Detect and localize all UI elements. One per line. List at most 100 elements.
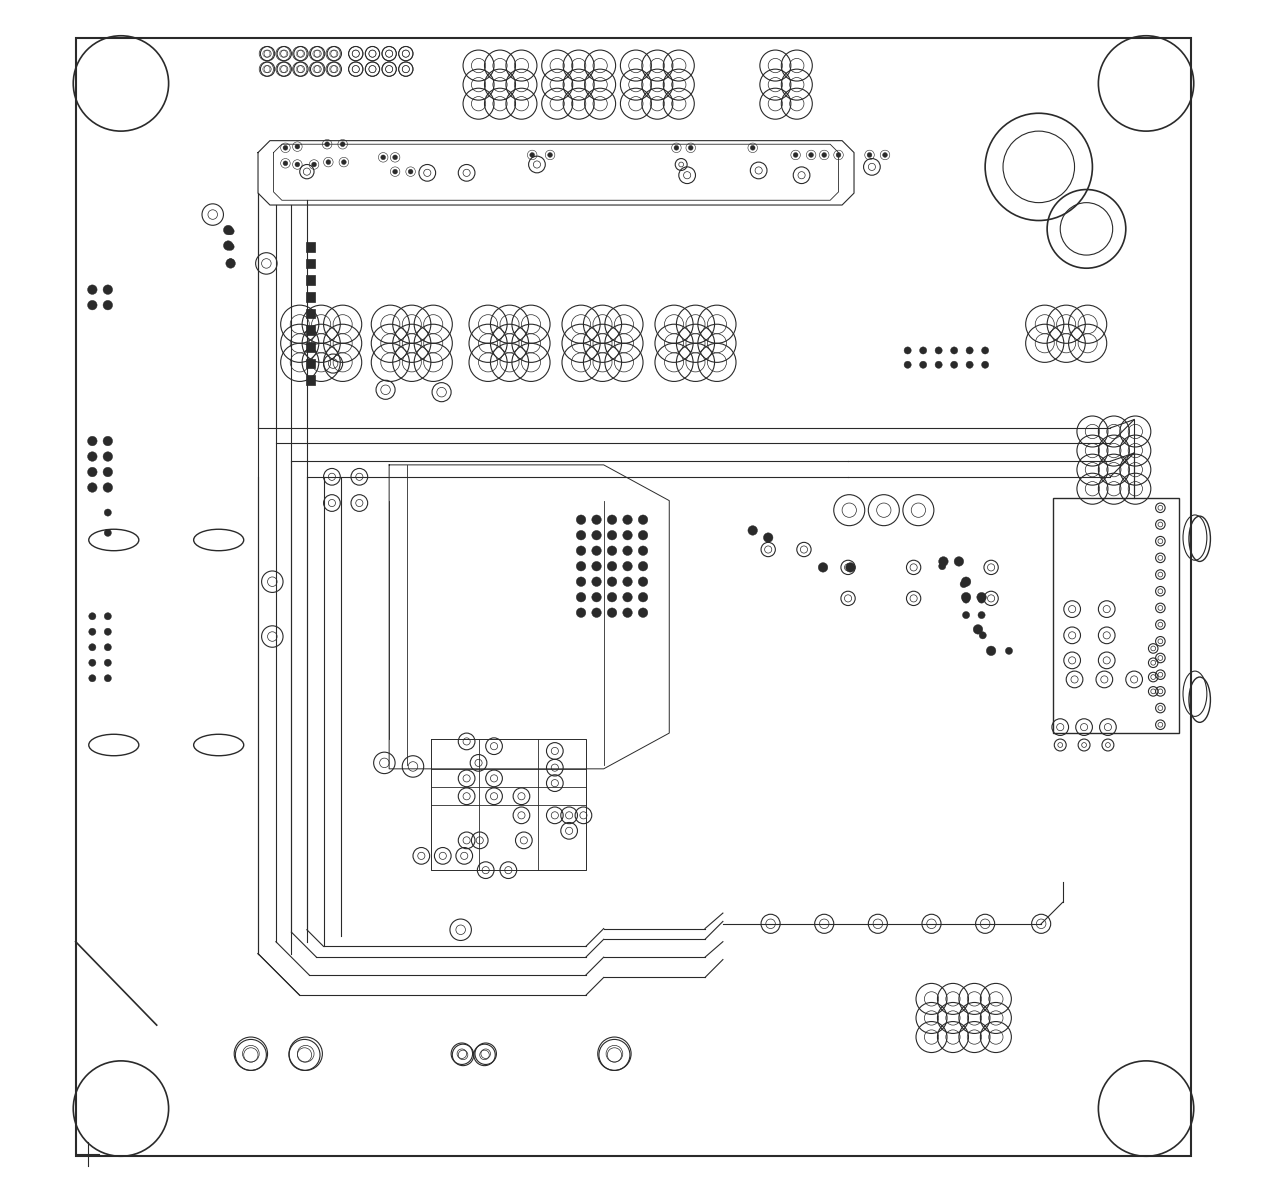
Circle shape xyxy=(688,145,693,150)
Bar xyxy=(305,375,315,385)
Bar xyxy=(305,259,315,268)
Circle shape xyxy=(576,608,585,617)
Circle shape xyxy=(592,608,602,617)
Circle shape xyxy=(822,153,826,157)
Circle shape xyxy=(104,628,111,635)
Circle shape xyxy=(935,347,943,354)
Circle shape xyxy=(227,259,234,266)
Circle shape xyxy=(1006,647,1012,654)
Circle shape xyxy=(89,659,96,666)
Circle shape xyxy=(324,142,329,147)
Circle shape xyxy=(963,611,969,619)
Bar xyxy=(305,275,315,285)
Circle shape xyxy=(607,546,617,555)
Circle shape xyxy=(103,285,113,294)
Circle shape xyxy=(393,155,398,160)
Circle shape xyxy=(89,644,96,651)
Circle shape xyxy=(818,563,827,572)
Circle shape xyxy=(639,515,647,524)
Circle shape xyxy=(104,509,111,516)
Circle shape xyxy=(607,608,617,617)
Circle shape xyxy=(381,155,385,160)
Bar xyxy=(305,292,315,302)
Circle shape xyxy=(639,546,647,555)
Circle shape xyxy=(905,347,911,354)
Circle shape xyxy=(103,436,113,446)
Circle shape xyxy=(312,162,317,167)
Circle shape xyxy=(623,577,632,586)
Circle shape xyxy=(592,577,602,586)
Circle shape xyxy=(639,530,647,540)
Circle shape xyxy=(576,577,585,586)
Circle shape xyxy=(607,577,617,586)
Bar xyxy=(305,309,315,318)
Circle shape xyxy=(639,592,647,602)
Bar xyxy=(305,325,315,335)
Circle shape xyxy=(607,592,617,602)
Circle shape xyxy=(576,530,585,540)
Circle shape xyxy=(227,243,234,250)
Circle shape xyxy=(104,644,111,651)
Circle shape xyxy=(674,145,679,150)
Circle shape xyxy=(223,241,233,250)
Circle shape xyxy=(295,162,300,167)
Circle shape xyxy=(905,361,911,368)
Circle shape xyxy=(867,153,872,157)
Bar xyxy=(305,242,315,252)
Circle shape xyxy=(89,675,96,682)
Circle shape xyxy=(592,515,602,524)
Circle shape xyxy=(103,300,113,310)
Circle shape xyxy=(950,347,958,354)
Circle shape xyxy=(547,153,552,157)
Circle shape xyxy=(295,144,300,149)
Circle shape xyxy=(623,515,632,524)
Circle shape xyxy=(960,581,967,588)
Circle shape xyxy=(576,546,585,555)
Circle shape xyxy=(592,561,602,571)
Circle shape xyxy=(87,436,98,446)
Circle shape xyxy=(935,361,943,368)
Circle shape xyxy=(978,596,986,603)
Circle shape xyxy=(639,608,647,617)
Circle shape xyxy=(607,515,617,524)
Circle shape xyxy=(576,515,585,524)
Circle shape xyxy=(978,611,986,619)
Circle shape xyxy=(750,145,755,150)
Circle shape xyxy=(592,546,602,555)
Circle shape xyxy=(393,169,398,174)
Circle shape xyxy=(227,228,234,235)
Circle shape xyxy=(89,613,96,620)
Circle shape xyxy=(341,142,345,147)
Circle shape xyxy=(963,596,969,603)
Circle shape xyxy=(104,613,111,620)
Circle shape xyxy=(977,592,986,602)
Circle shape xyxy=(623,592,632,602)
Circle shape xyxy=(283,161,288,166)
Circle shape xyxy=(623,530,632,540)
Circle shape xyxy=(342,160,346,164)
Circle shape xyxy=(623,546,632,555)
Circle shape xyxy=(104,659,111,666)
Circle shape xyxy=(962,592,971,602)
Circle shape xyxy=(962,577,971,586)
Circle shape xyxy=(836,153,841,157)
Circle shape xyxy=(326,160,331,164)
Circle shape xyxy=(592,592,602,602)
Circle shape xyxy=(920,361,926,368)
Circle shape xyxy=(103,483,113,492)
Circle shape xyxy=(87,452,98,461)
Circle shape xyxy=(965,361,973,368)
Circle shape xyxy=(883,153,887,157)
Circle shape xyxy=(979,632,986,639)
Circle shape xyxy=(283,145,288,150)
Bar xyxy=(305,359,315,368)
Circle shape xyxy=(808,153,813,157)
Circle shape xyxy=(87,285,98,294)
Circle shape xyxy=(845,563,855,572)
Circle shape xyxy=(104,529,111,536)
Circle shape xyxy=(639,577,647,586)
Circle shape xyxy=(576,561,585,571)
Circle shape xyxy=(607,561,617,571)
Circle shape xyxy=(623,608,632,617)
Circle shape xyxy=(103,467,113,477)
